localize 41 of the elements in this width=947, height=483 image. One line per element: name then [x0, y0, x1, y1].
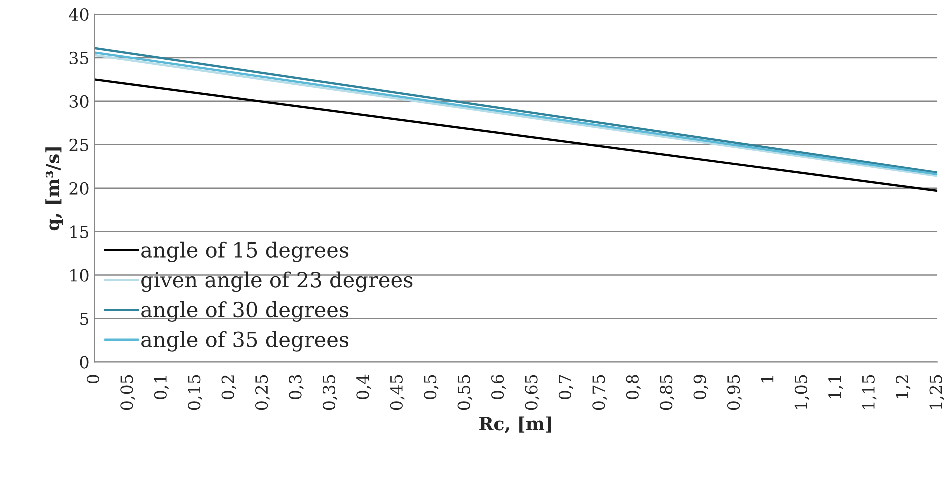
y-axis-title: q, [m³/s]	[46, 148, 64, 231]
x-tick-label: 1,2	[896, 376, 911, 399]
x-tick-label: 0,55	[458, 375, 472, 410]
x-axis-title: Rc, [m]	[480, 416, 552, 434]
legend-label: angle of 35 degrees	[142, 331, 349, 352]
x-tick-label: 0,35	[322, 375, 338, 410]
y-tick-label: 25	[70, 138, 89, 152]
x-tick-label: 1	[761, 376, 774, 383]
x-tick-label: 1,05	[794, 375, 810, 410]
y-tick-label: 15	[70, 226, 89, 238]
x-tick-label: 0,5	[424, 375, 439, 400]
y-tick-label: 30	[70, 95, 89, 108]
x-tick-label: 0	[86, 375, 100, 384]
x-tick-label: 0,4	[356, 374, 372, 400]
x-tick-label: 0,45	[390, 375, 405, 410]
legend-label: given angle of 23 degrees	[142, 272, 413, 292]
x-tick-label: 0,85	[660, 375, 675, 410]
x-tick-label: 0,25	[255, 375, 270, 410]
x-tick-label: 0,05	[120, 375, 136, 410]
legend-label: angle of 30 degrees	[142, 302, 349, 322]
y-tick-label: 40	[69, 8, 89, 22]
x-tick-label: 0,75	[592, 375, 608, 410]
y-tick-label: 5	[80, 312, 89, 326]
x-tick-label: 1,25	[930, 375, 944, 410]
y-tick-label: 35	[70, 52, 89, 65]
x-tick-label: 0,95	[727, 375, 742, 410]
x-tick-label: 0,6	[491, 375, 506, 400]
y-tick-label: 0	[80, 356, 89, 369]
x-tick-label: 0,2	[222, 376, 236, 400]
x-tick-label: 1,1	[828, 376, 844, 399]
x-tick-label: 0,9	[694, 375, 708, 400]
y-tick-label: 10	[70, 269, 89, 282]
x-tick-label: 0,15	[188, 375, 203, 410]
x-tick-label: 0,7	[558, 375, 574, 400]
x-tick-label: 0,65	[525, 375, 540, 410]
x-tick-label: 0,8	[626, 375, 641, 400]
x-tick-label: 0,3	[289, 375, 304, 400]
legend-label: angle of 15 degrees	[142, 242, 349, 262]
x-tick-label: 1,15	[862, 375, 877, 410]
x-tick-label: 0,1	[154, 376, 169, 400]
y-tick-label: 20	[70, 182, 89, 195]
